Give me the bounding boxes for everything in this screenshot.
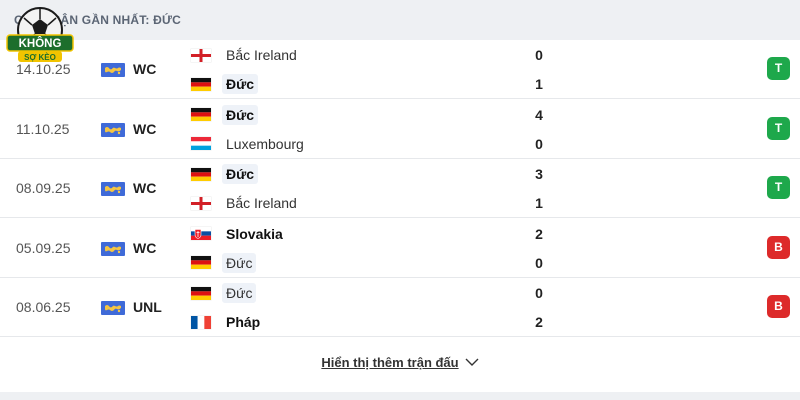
home-score: 0 — [535, 285, 543, 301]
footer-strip — [0, 392, 800, 400]
home-team: Đức — [191, 104, 259, 126]
logo-text-bottom: SỢ KÈO — [24, 53, 56, 62]
home-score: 2 — [535, 225, 543, 242]
match-date: 08.09.25 — [16, 180, 71, 196]
competition-label: WC — [133, 61, 157, 77]
germany-flag-icon — [191, 167, 222, 181]
home-score: 0 — [535, 47, 543, 63]
home-team-name: Slovakia — [226, 225, 283, 242]
home-team: Bắc Ireland — [191, 44, 301, 66]
show-more-bar: Hiển thị thêm trận đấu — [0, 340, 800, 385]
match-row[interactable]: 05.09.25 WC Slovakia Đức 2 0 B — [0, 218, 800, 278]
match-date: 05.09.25 — [16, 239, 71, 256]
away-score: 0 — [535, 254, 543, 271]
away-score: 1 — [535, 195, 543, 211]
home-team-name: Bắc Ireland — [226, 47, 297, 63]
germany-flag-icon — [191, 108, 222, 121]
match-date: 11.10.25 — [16, 120, 70, 137]
away-team-name: Đức — [222, 252, 257, 273]
home-score: 4 — [535, 106, 543, 123]
away-team: Bắc Ireland — [191, 192, 301, 214]
competition-label: WC — [133, 120, 157, 137]
germany-flag-icon — [191, 77, 222, 91]
match-row[interactable]: 14.10.25 WC Bắc Ireland Đức 0 1 T — [0, 40, 800, 99]
match-row[interactable]: 08.06.25 UNL Đức Pháp 0 2 B — [0, 278, 800, 337]
away-team-name: Bắc Ireland — [226, 195, 297, 211]
show-more-link[interactable]: Hiển thị thêm trận đấu — [321, 355, 479, 370]
home-team-name: Đức — [222, 283, 257, 303]
home-team: Slovakia — [191, 223, 287, 245]
away-team-name: Pháp — [226, 314, 261, 330]
result-badge: T — [767, 176, 790, 199]
france-flag-icon — [191, 315, 222, 329]
match-row[interactable]: 08.09.25 WC Đức Bắc Ireland 3 1 T — [0, 159, 800, 218]
away-team-name: Đức — [222, 74, 259, 94]
panel-header: CÁC TRẬN GẦN NHẤT: ĐỨC — [0, 0, 800, 40]
luxembourg-flag-icon — [191, 137, 222, 150]
competition-label: WC — [133, 180, 157, 196]
away-team: Pháp — [191, 311, 264, 333]
away-team-name: Luxembourg — [226, 135, 304, 152]
chevron-down-icon — [465, 358, 479, 366]
away-team: Đức — [191, 73, 259, 95]
northern-ireland-flag-icon — [191, 48, 222, 62]
home-score: 3 — [535, 166, 543, 182]
home-team: Đức — [191, 163, 259, 185]
competition-label: UNL — [133, 299, 162, 315]
germany-flag-icon — [191, 286, 222, 300]
germany-flag-icon — [191, 256, 222, 269]
away-team: Đức — [191, 252, 257, 274]
result-badge: B — [767, 235, 790, 259]
home-team: Đức — [191, 282, 257, 304]
result-badge: B — [767, 295, 790, 318]
site-logo-icon: KHÔNG SỢ KÈO — [6, 7, 74, 62]
match-date: 08.06.25 — [16, 299, 71, 315]
match-row[interactable]: 11.10.25 WC Đức Luxembourg 4 0 T — [0, 99, 800, 159]
away-score: 1 — [535, 76, 543, 92]
match-date: 14.10.25 — [16, 61, 71, 77]
northern-ireland-flag-icon — [191, 196, 222, 210]
logo-text-top: KHÔNG — [19, 37, 62, 50]
slovakia-flag-icon — [191, 227, 222, 240]
away-score: 0 — [535, 135, 543, 152]
home-team-name: Đức — [222, 104, 259, 125]
result-badge: T — [767, 116, 790, 140]
home-team-name: Đức — [222, 164, 259, 184]
competition-label: WC — [133, 239, 157, 256]
show-more-label: Hiển thị thêm trận đấu — [321, 355, 459, 370]
result-badge: T — [767, 57, 790, 80]
away-score: 2 — [535, 314, 543, 330]
away-team: Luxembourg — [191, 133, 308, 155]
